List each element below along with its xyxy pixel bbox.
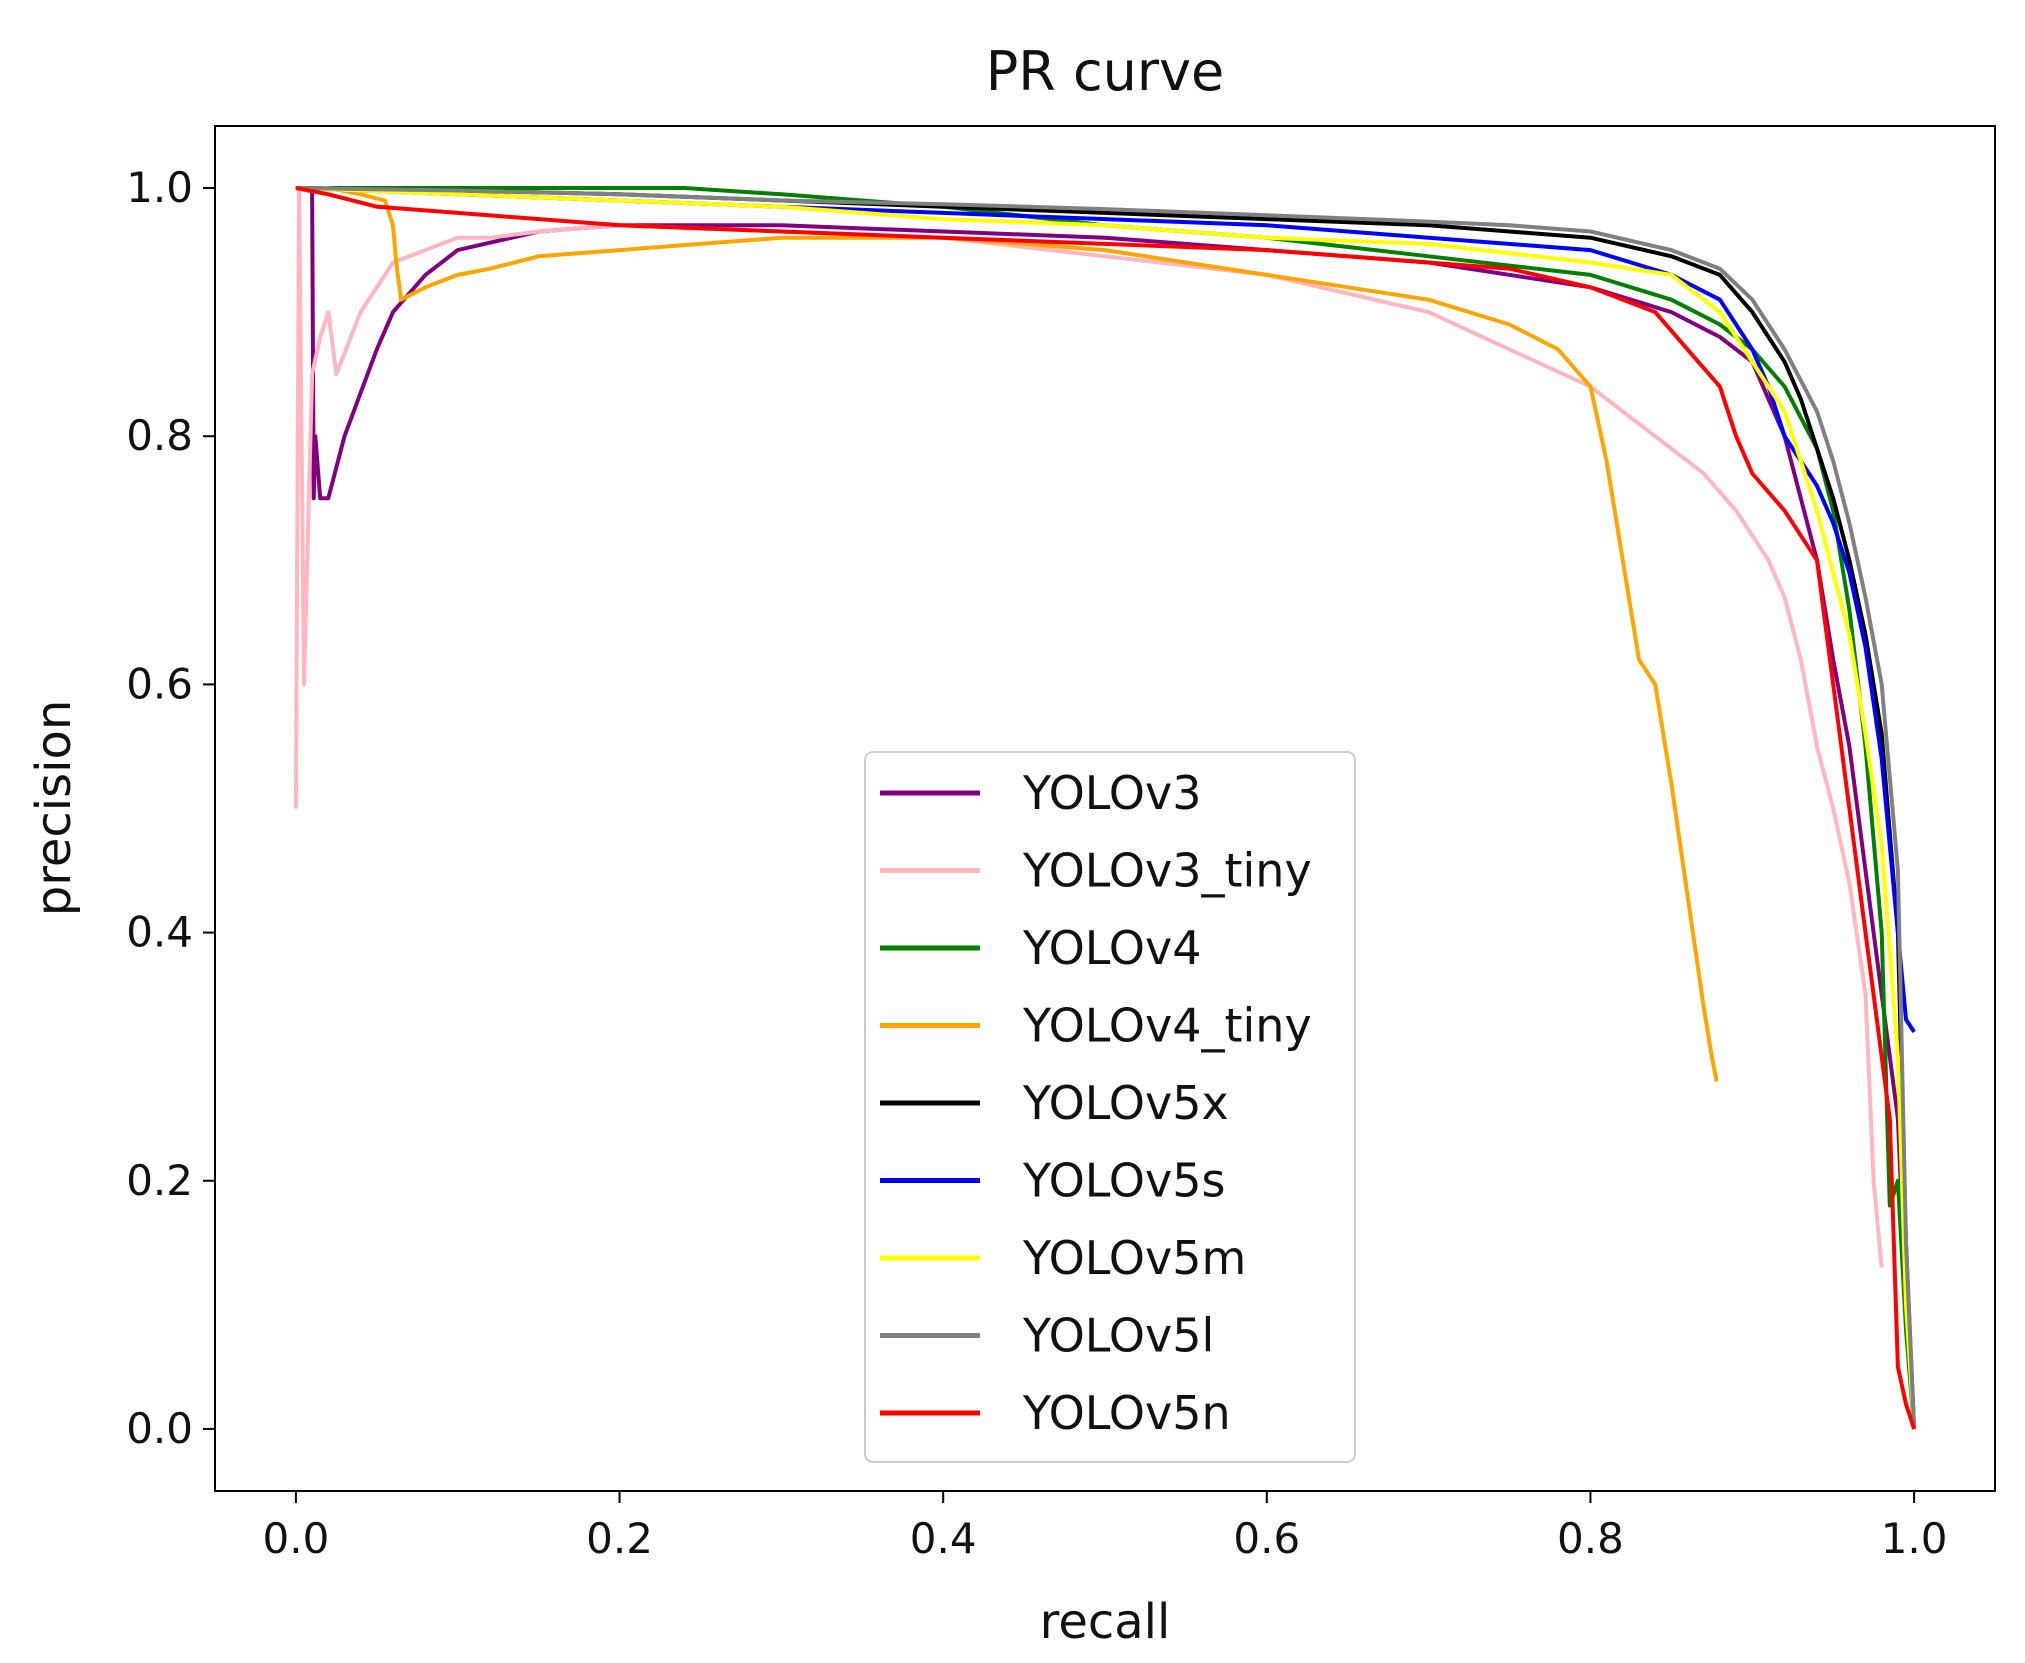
legend-label: YOLOv5n (1022, 1386, 1231, 1440)
legend-label: YOLOv5m (1022, 1231, 1246, 1285)
legend-label: YOLOv4_tiny (1022, 999, 1312, 1053)
series-line-yolov4 (295, 186, 1917, 1430)
series-line-yolov5n (295, 186, 1917, 1430)
x-tick-label: 0.8 (1557, 1514, 1624, 1563)
x-tick-label: 1.0 (1881, 1514, 1948, 1563)
series-line-yolov5l (295, 186, 1917, 1430)
series-layer (293, 186, 1917, 1430)
y-tick-label: 0.6 (126, 659, 193, 708)
plot-area (293, 186, 1917, 1430)
x-tick-label: 0.2 (586, 1514, 653, 1563)
legend-label: YOLOv3 (1022, 766, 1201, 820)
x-axis-label: recall (1040, 1594, 1171, 1650)
series-line-yolov5m (295, 186, 1917, 1430)
legend-label: YOLOv5x (1022, 1076, 1229, 1130)
plot-frame (214, 125, 1996, 1492)
y-tick-label: 0.8 (126, 411, 193, 460)
legend-label: YOLOv3_tiny (1022, 844, 1312, 898)
series-line-yolov5s (295, 186, 1916, 1033)
legend-box (864, 751, 1356, 1463)
legend-label: YOLOv5l (1022, 1309, 1214, 1363)
y-tick-label: 1.0 (126, 163, 193, 212)
legend-items: YOLOv3 YOLOv3_tiny YOLOv4 YOLOv4_tiny YOLOv5… (880, 766, 1312, 1440)
chart-title: PR curve (986, 40, 1225, 103)
y-axis-ticks: 0.0 0.2 0.4 0.6 0.8 1.0 (126, 163, 215, 1453)
x-tick-label: 0.0 (263, 1514, 330, 1563)
series-line-yolov3 (295, 186, 1917, 1430)
y-tick-label: 0.0 (126, 1404, 193, 1453)
x-tick-label: 0.4 (910, 1514, 977, 1563)
y-tick-label: 0.2 (126, 1156, 193, 1205)
legend-label: YOLOv4 (1022, 921, 1201, 975)
y-axis-label: precision (26, 700, 82, 917)
legend: YOLOv3 YOLOv3_tiny YOLOv4 YOLOv4_tiny YOLOv5… (864, 751, 1356, 1463)
y-tick-label: 0.4 (126, 908, 193, 957)
x-tick-label: 0.6 (1233, 1514, 1300, 1563)
series-line-yolov3-tiny (293, 186, 1884, 1268)
legend-label: YOLOv5s (1022, 1154, 1225, 1208)
x-axis-ticks: 0.0 0.2 0.4 0.6 0.8 1.0 (263, 1491, 1948, 1563)
